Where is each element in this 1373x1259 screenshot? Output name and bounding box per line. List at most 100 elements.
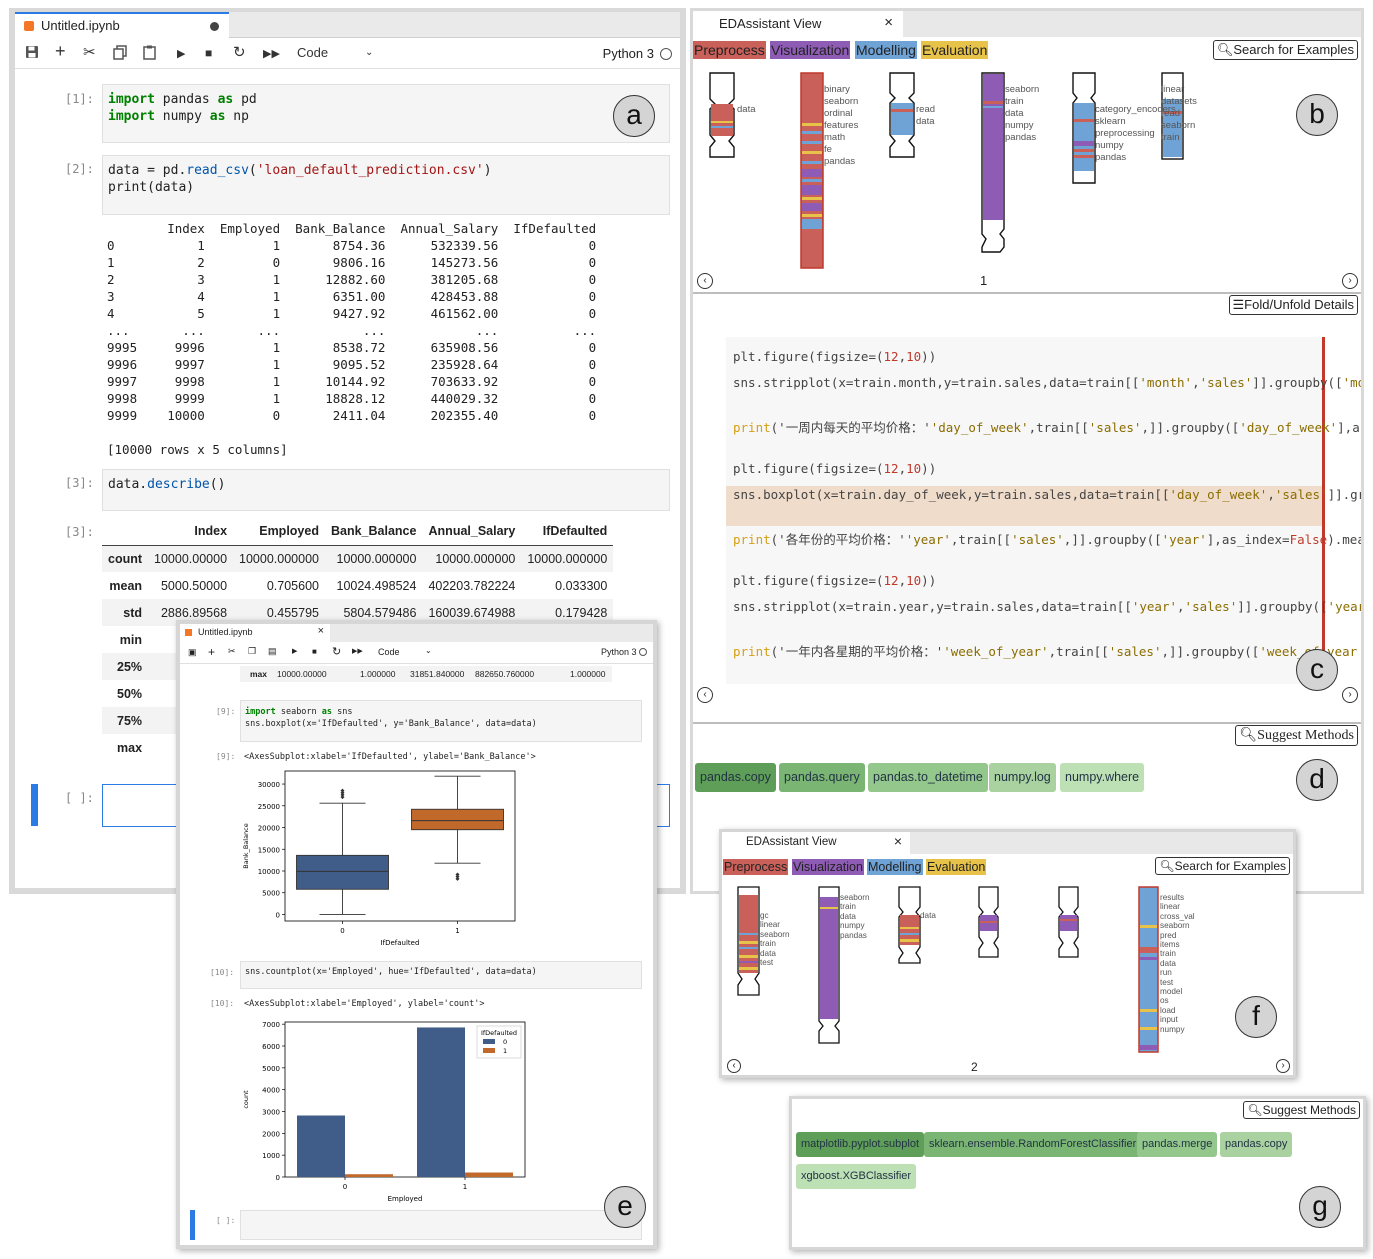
legend-label: 1 <box>503 1047 507 1055</box>
method-chip[interactable]: numpy.log <box>989 763 1056 792</box>
prev-code-button[interactable]: ‹ <box>697 687 713 703</box>
glyph-label: seaborn <box>824 96 859 107</box>
category-visualization[interactable]: Visualization <box>770 41 851 59</box>
category-evaluation[interactable]: Evaluation <box>921 41 989 59</box>
save-icon[interactable] <box>25 45 39 62</box>
eda-tab[interactable]: EDAssistant View × <box>722 832 910 854</box>
dataframe-output: Index Employed Bank_Balance Annual_Salar… <box>107 221 597 457</box>
y-tick-label: 25000 <box>258 803 280 811</box>
notebook-glyph[interactable] <box>976 885 1002 965</box>
notebook-glyph[interactable] <box>1159 71 1187 163</box>
describe-cell: 2886.89568 <box>160 605 228 620</box>
notebook-glyph[interactable] <box>1137 885 1161 1055</box>
category-preprocess[interactable]: Preprocess <box>693 41 766 59</box>
suggest-methods-button[interactable]: 🔍︎Suggest Methods <box>1235 725 1358 746</box>
category-preprocess[interactable]: Preprocess <box>723 859 789 875</box>
notebook-glyph[interactable] <box>1070 71 1098 191</box>
eda-tab-title: EDAssistant View <box>746 836 837 848</box>
glyph-label: pandas <box>1005 132 1037 143</box>
cut-icon[interactable]: ✂ <box>228 646 236 656</box>
code-cell[interactable]: sns.countplot(x='Employed', hue='IfDefau… <box>240 961 642 989</box>
search-examples-button[interactable]: 🔍︎Search for Examples <box>1212 40 1358 60</box>
notebook-glyph[interactable] <box>896 885 924 965</box>
box-outlier <box>340 795 345 800</box>
code-cell[interactable]: data.describe() <box>102 469 670 511</box>
prev-page-button[interactable]: ‹ <box>727 1059 741 1073</box>
method-chip[interactable]: pandas.copy <box>695 763 776 792</box>
category-evaluation[interactable]: Evaluation <box>926 859 987 875</box>
cell-type-select[interactable]: Code <box>378 647 400 657</box>
next-page-button[interactable]: › <box>1342 273 1358 289</box>
code-cell[interactable]: data = pd.read_csv('loan_default_predict… <box>102 155 670 215</box>
method-chip[interactable]: pandas.copy <box>1220 1132 1293 1157</box>
chevron-down-icon[interactable]: ⌄ <box>365 47 374 58</box>
code-cell[interactable]: import seaborn as sns sns.boxplot(x='IfD… <box>240 700 642 742</box>
notebook-glyph[interactable] <box>799 71 825 271</box>
restart-icon[interactable]: ↻ <box>332 646 342 658</box>
fast-forward-icon[interactable]: ▶▶ <box>263 48 280 60</box>
bar <box>417 1027 465 1177</box>
search-examples-button[interactable]: 🔍︎Search for Examples <box>1155 857 1290 875</box>
paste-icon[interactable] <box>143 45 156 63</box>
method-chip[interactable]: pandas.merge <box>1137 1132 1218 1157</box>
code-preview-line: print('一年内各星期的平均价格：''week_of_year',train… <box>733 644 1357 659</box>
box-outlier <box>455 874 460 879</box>
describe-cell: 0.705600 <box>266 578 319 593</box>
next-page-button[interactable]: › <box>1276 1059 1290 1073</box>
restart-icon[interactable]: ↻ <box>233 44 246 61</box>
category-modelling[interactable]: Modelling <box>855 41 917 59</box>
cut-icon[interactable]: ✂ <box>83 44 96 61</box>
highlighted-line <box>726 486 1322 526</box>
notebook-glyph[interactable] <box>707 71 737 161</box>
empty-code-cell[interactable] <box>240 1210 642 1240</box>
chevron-down-icon[interactable]: ⌄ <box>425 646 432 655</box>
category-visualization[interactable]: Visualization <box>792 859 864 875</box>
notebook-glyph[interactable] <box>980 71 1008 256</box>
y-axis-label: Bank_Balance <box>242 823 250 869</box>
x-tick-label: 0 <box>343 1183 347 1191</box>
glyph-label: preprocessing <box>1095 128 1155 139</box>
eda-tab[interactable]: EDAssistant View × <box>693 11 903 37</box>
method-chip[interactable]: xgboost.XGBClassifier <box>796 1164 917 1189</box>
notebook-tab[interactable]: Untitled.ipynb × <box>180 624 330 642</box>
fold-unfold-button[interactable]: ☰Fold/Unfold Details <box>1228 295 1358 315</box>
method-chip[interactable]: pandas.query <box>779 763 865 792</box>
prev-page-button[interactable]: ‹ <box>697 273 713 289</box>
add-cell-icon[interactable]: + <box>208 645 216 659</box>
badge-c: c <box>1296 649 1338 691</box>
method-chip[interactable]: numpy.where <box>1060 763 1145 792</box>
run-icon[interactable]: ▶ <box>177 48 186 60</box>
cell-type-select[interactable]: Code <box>297 45 328 60</box>
glyph-label: numpy <box>1005 120 1034 131</box>
next-code-button[interactable]: › <box>1342 687 1358 703</box>
code-cell[interactable]: import pandas as pd import numpy as np <box>102 84 670 143</box>
notebook-glyph[interactable] <box>887 71 917 161</box>
method-chip[interactable]: matplotlib.pyplot.subplot <box>796 1132 925 1157</box>
run-icon[interactable]: ▶ <box>292 648 298 655</box>
stop-icon[interactable]: ■ <box>312 647 317 656</box>
method-chip[interactable]: sklearn.ensemble.RandomForestClassifier <box>924 1132 1142 1157</box>
method-chip[interactable]: pandas.to_datetime <box>868 763 988 792</box>
suggest-methods-button[interactable]: 🔍︎Suggest Methods <box>1243 1101 1360 1119</box>
glyph-label-list: category_encoders sklearn preprocessing num… <box>1095 104 1176 164</box>
y-tick-label: 0 <box>276 1174 280 1182</box>
copy-icon[interactable]: ❐ <box>248 646 257 656</box>
paste-icon[interactable]: ▤ <box>268 646 277 656</box>
close-icon[interactable]: × <box>893 833 902 849</box>
describe-column-header: Bank_Balance <box>324 518 423 546</box>
add-cell-icon[interactable]: + <box>55 41 66 61</box>
describe-cell: 10000.00000 <box>154 551 228 566</box>
fast-forward-icon[interactable]: ▶▶ <box>352 648 363 655</box>
category-modelling[interactable]: Modelling <box>867 859 923 875</box>
close-icon[interactable]: × <box>884 14 893 31</box>
notebook-tab[interactable]: Untitled.ipynb <box>15 12 229 38</box>
x-axis-label: IfDefaulted <box>381 939 420 947</box>
notebook-glyph[interactable] <box>1056 885 1082 965</box>
close-icon[interactable]: × <box>317 625 324 637</box>
notebook-glyph[interactable] <box>817 885 843 1047</box>
stop-icon[interactable]: ■ <box>205 46 213 60</box>
notebook-glyph[interactable] <box>735 885 763 997</box>
copy-icon[interactable] <box>113 45 127 63</box>
kernel-status: Python 3 <box>603 46 672 61</box>
save-icon[interactable]: ▣ <box>188 647 197 657</box>
